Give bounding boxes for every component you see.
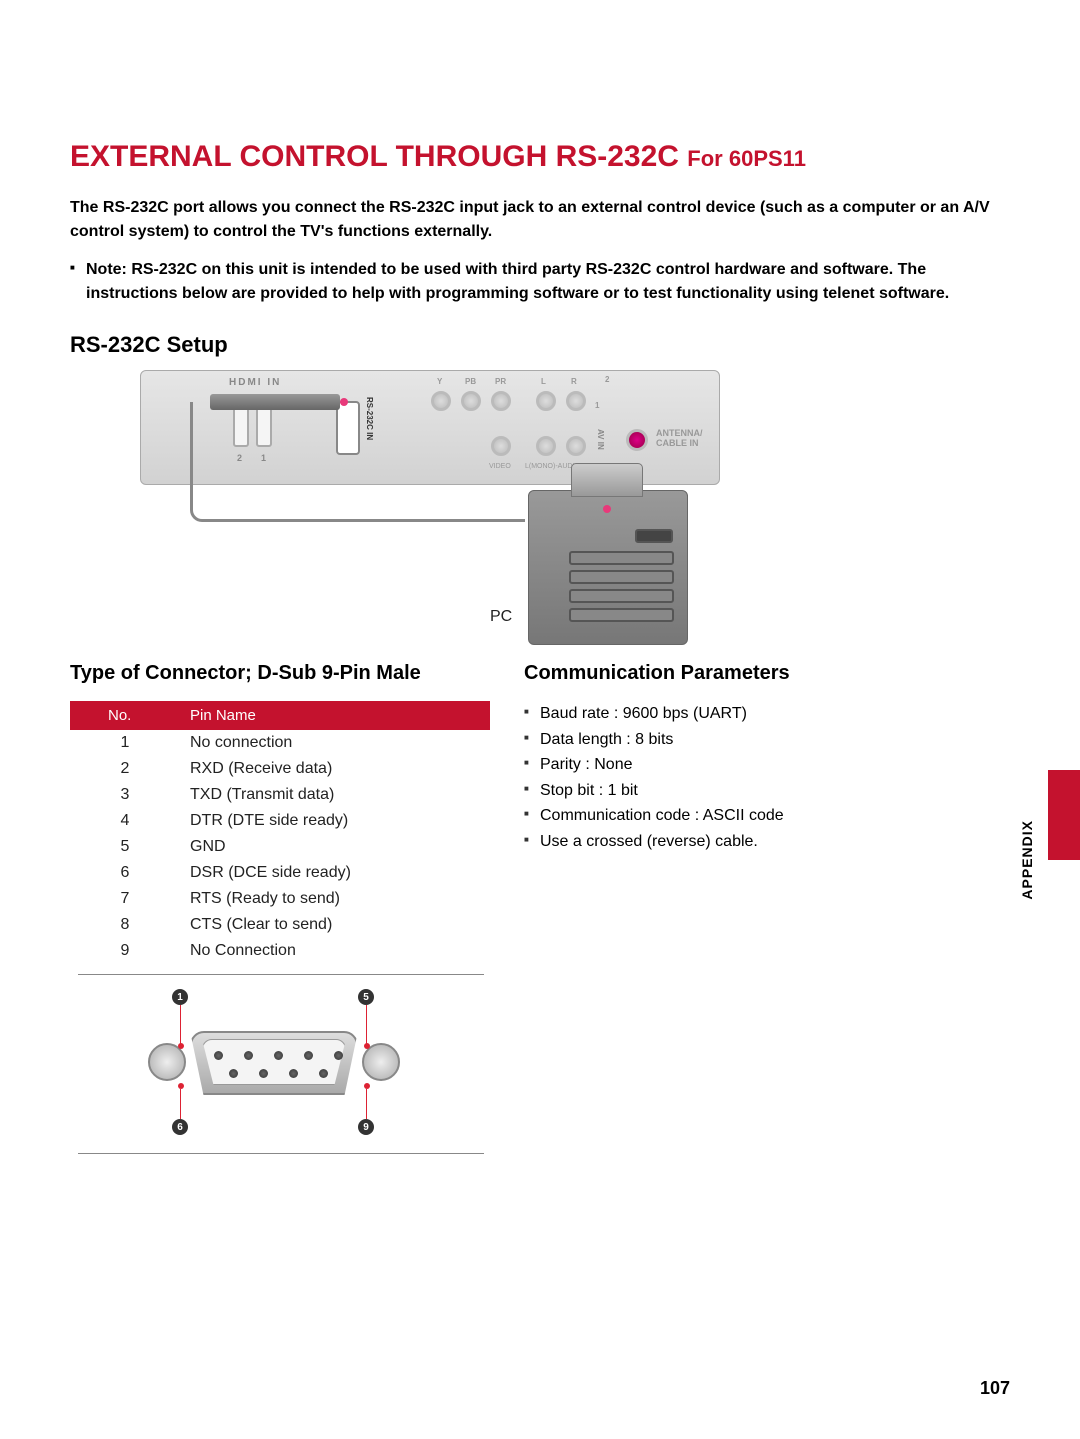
- pc-plug: [571, 463, 643, 497]
- param-item: Parity : None: [524, 752, 1010, 778]
- pin-dot-red: [364, 1083, 370, 1089]
- connector-heading: Type of Connector; D-Sub 9-Pin Male: [70, 662, 490, 685]
- rca-r-top: [566, 391, 586, 411]
- param-item: Data length : 8 bits: [524, 727, 1010, 753]
- pin-dot: [274, 1051, 283, 1060]
- pin-dot: [334, 1051, 343, 1060]
- pin-number-6: 6: [172, 1119, 188, 1135]
- pin-table-header-no: No.: [70, 701, 180, 730]
- pb-label: PB: [465, 377, 476, 386]
- pin-dot-red: [364, 1043, 370, 1049]
- setup-diagram: HDMI IN 1 2 RS-232C IN Y PB PR L R 2 1 V…: [140, 370, 900, 650]
- two-column-region: Type of Connector; D-Sub 9-Pin Male No. …: [70, 662, 1010, 1154]
- pin-number-1: 1: [172, 989, 188, 1005]
- pin-table-body: 1No connection 2RXD (Receive data) 3TXD …: [70, 730, 490, 974]
- rca-audio-r: [566, 436, 586, 456]
- intro-text: The RS-232C port allows you connect the …: [70, 196, 1010, 244]
- y-label: Y: [437, 377, 442, 386]
- table-row: 2RXD (Receive data): [70, 756, 490, 782]
- r-label: R: [571, 377, 577, 386]
- cable-line: [190, 402, 525, 522]
- table-row: 6DSR (DCE side ready): [70, 860, 490, 886]
- row-num-2: 2: [605, 375, 609, 384]
- table-row: 8CTS (Clear to send): [70, 912, 490, 938]
- param-item: Baud rate : 9600 bps (UART): [524, 701, 1010, 727]
- param-item: Use a crossed (reverse) cable.: [524, 829, 1010, 855]
- pin-table-header-name: Pin Name: [180, 701, 490, 730]
- param-item: Stop bit : 1 bit: [524, 778, 1010, 804]
- hdmi-label: HDMI IN: [229, 377, 281, 388]
- table-row: 5GND: [70, 834, 490, 860]
- antenna-jack: [626, 429, 648, 451]
- pin-dot: [214, 1051, 223, 1060]
- pin-dot-red: [178, 1043, 184, 1049]
- comm-column: Communication Parameters Baud rate : 960…: [524, 662, 1010, 1154]
- page-title: EXTERNAL CONTROL THROUGH RS-232C For 60P…: [70, 140, 1010, 174]
- pin-dot: [244, 1051, 253, 1060]
- comm-param-list: Baud rate : 9600 bps (UART) Data length …: [524, 701, 1010, 855]
- l-label: L: [541, 377, 546, 386]
- appendix-label: APPENDIX: [1019, 820, 1035, 900]
- row-num-1: 1: [595, 401, 599, 410]
- note-list: Note: RS-232C on this unit is intended t…: [70, 258, 1010, 306]
- connector-column: Type of Connector; D-Sub 9-Pin Male No. …: [70, 662, 490, 1154]
- title-sub: For 60PS11: [687, 146, 806, 171]
- pr-label: PR: [495, 377, 506, 386]
- pin-dot: [304, 1051, 313, 1060]
- connector-figure: 1 5 6 9: [78, 989, 484, 1154]
- pin-dot: [259, 1069, 268, 1078]
- param-item: Communication code : ASCII code: [524, 803, 1010, 829]
- comm-heading: Communication Parameters: [524, 662, 1010, 685]
- pin-number-9: 9: [358, 1119, 374, 1135]
- page-number: 107: [980, 1378, 1010, 1399]
- pin-dot: [289, 1069, 298, 1078]
- rca-l-top: [536, 391, 556, 411]
- pc-box: [528, 490, 688, 645]
- rca-audio-l: [536, 436, 556, 456]
- pin-dot-red: [178, 1083, 184, 1089]
- pin-dot: [229, 1069, 238, 1078]
- table-row: 3TXD (Transmit data): [70, 782, 490, 808]
- setup-heading: RS-232C Setup: [70, 332, 1010, 358]
- pin-table: No. Pin Name 1No connection 2RXD (Receiv…: [70, 701, 490, 974]
- table-row: 4DTR (DTE side ready): [70, 808, 490, 834]
- pc-pink-dot-icon: [603, 505, 611, 513]
- pc-serial-port: [635, 529, 673, 543]
- pc-slot: [569, 589, 674, 603]
- table-row: 9No Connection: [70, 938, 490, 974]
- note-item: Note: RS-232C on this unit is intended t…: [70, 258, 1010, 306]
- table-border: [78, 974, 484, 975]
- pc-slot: [569, 608, 674, 622]
- avin-label: AV IN: [596, 429, 605, 450]
- pc-slot: [569, 570, 674, 584]
- antenna-label: ANTENNA/CABLE IN: [656, 429, 703, 449]
- table-row: 7RTS (Ready to send): [70, 886, 490, 912]
- side-tab: [1048, 770, 1080, 860]
- dsub-connector-icon: [154, 1019, 394, 1107]
- pc-slots: [569, 551, 674, 627]
- dsub-inner: [202, 1039, 346, 1085]
- pc-slot: [569, 551, 674, 565]
- pin-number-5: 5: [358, 989, 374, 1005]
- table-row: 1No connection: [70, 730, 490, 756]
- title-main: EXTERNAL CONTROL THROUGH RS-232C: [70, 140, 687, 173]
- pin-dot: [319, 1069, 328, 1078]
- pc-label: PC: [490, 608, 512, 626]
